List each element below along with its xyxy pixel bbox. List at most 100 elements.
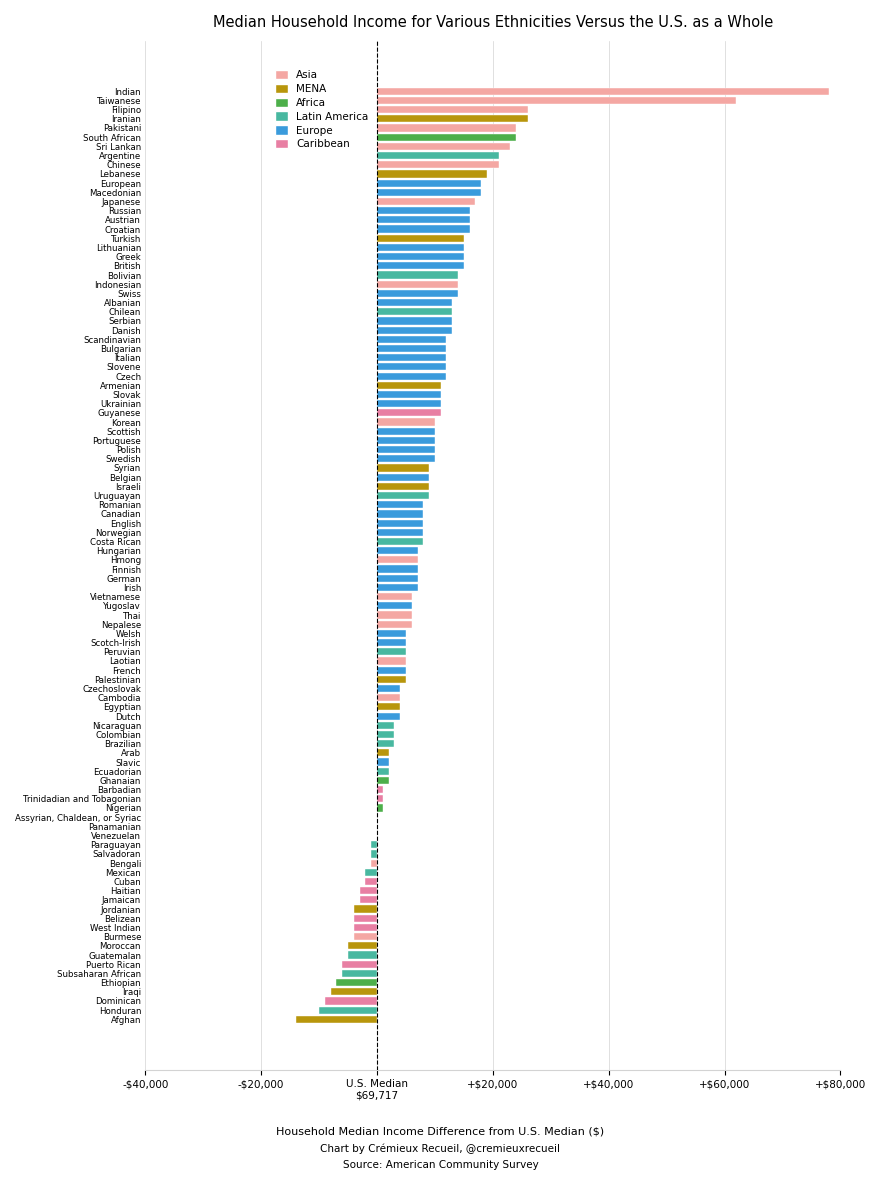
Bar: [377, 382, 440, 389]
Bar: [377, 455, 435, 462]
Bar: [377, 263, 464, 270]
Bar: [377, 593, 411, 600]
Bar: [377, 529, 424, 536]
Bar: [377, 115, 528, 122]
Bar: [377, 133, 516, 140]
Bar: [377, 226, 470, 233]
Bar: [377, 281, 458, 288]
Bar: [377, 703, 400, 710]
Bar: [377, 271, 458, 278]
Bar: [377, 658, 406, 665]
Bar: [354, 914, 377, 922]
Bar: [296, 1015, 377, 1022]
Text: Household Median Income Difference from U.S. Median ($): Household Median Income Difference from …: [277, 1126, 604, 1136]
Bar: [319, 1007, 377, 1014]
Bar: [371, 859, 377, 866]
Bar: [377, 796, 382, 803]
Bar: [337, 979, 377, 986]
Bar: [377, 180, 481, 187]
Bar: [377, 768, 389, 775]
Bar: [377, 364, 447, 371]
Bar: [377, 520, 424, 527]
Bar: [377, 419, 435, 426]
Bar: [377, 427, 435, 434]
Bar: [377, 612, 411, 618]
Bar: [377, 740, 395, 748]
Bar: [377, 776, 389, 784]
Bar: [377, 125, 516, 132]
Bar: [377, 575, 418, 582]
Bar: [377, 474, 429, 481]
Bar: [359, 896, 377, 904]
Bar: [377, 731, 395, 738]
Bar: [377, 538, 424, 545]
Bar: [377, 437, 435, 444]
Legend: Asia, MENA, Africa, Latin America, Europe, Caribbean: Asia, MENA, Africa, Latin America, Europ…: [272, 67, 372, 152]
Bar: [377, 666, 406, 673]
Bar: [377, 88, 829, 95]
Bar: [377, 299, 452, 306]
Bar: [377, 161, 499, 168]
Bar: [377, 188, 481, 196]
Bar: [377, 143, 510, 150]
Bar: [377, 482, 429, 490]
Bar: [354, 934, 377, 941]
Bar: [377, 694, 400, 701]
Bar: [325, 997, 377, 1004]
Bar: [377, 713, 400, 720]
Bar: [377, 676, 406, 683]
Bar: [377, 557, 418, 564]
Bar: [377, 620, 411, 628]
Bar: [377, 584, 418, 592]
Bar: [377, 409, 440, 416]
Bar: [371, 851, 377, 858]
Bar: [371, 841, 377, 848]
Bar: [377, 244, 464, 251]
Bar: [377, 786, 382, 793]
Bar: [377, 464, 429, 472]
Bar: [377, 253, 464, 260]
Bar: [377, 106, 528, 113]
Title: Median Household Income for Various Ethnicities Versus the U.S. as a Whole: Median Household Income for Various Ethn…: [212, 14, 773, 30]
Bar: [377, 400, 440, 407]
Bar: [330, 988, 377, 995]
Bar: [377, 502, 424, 509]
Bar: [377, 721, 395, 728]
Bar: [377, 758, 389, 766]
Bar: [377, 97, 737, 104]
Bar: [377, 446, 435, 454]
Bar: [377, 326, 452, 334]
Bar: [342, 961, 377, 967]
Bar: [354, 906, 377, 913]
Bar: [377, 372, 447, 379]
Bar: [359, 887, 377, 894]
Text: Source: American Community Survey: Source: American Community Survey: [343, 1159, 538, 1170]
Text: Chart by Crémieux Recueil, @cremieuxrecueil: Chart by Crémieux Recueil, @cremieuxrecu…: [321, 1144, 560, 1154]
Bar: [377, 565, 418, 572]
Bar: [377, 630, 406, 637]
Bar: [377, 510, 424, 517]
Bar: [377, 648, 406, 655]
Bar: [348, 952, 377, 959]
Bar: [377, 336, 447, 343]
Bar: [377, 317, 452, 324]
Bar: [366, 869, 377, 876]
Bar: [377, 235, 464, 242]
Bar: [377, 685, 400, 692]
Bar: [377, 198, 476, 205]
Bar: [377, 208, 470, 215]
Bar: [348, 942, 377, 949]
Bar: [377, 638, 406, 646]
Bar: [377, 749, 389, 756]
Bar: [377, 354, 447, 361]
Bar: [354, 924, 377, 931]
Bar: [377, 391, 440, 398]
Bar: [377, 804, 382, 811]
Bar: [377, 547, 418, 554]
Bar: [377, 344, 447, 352]
Bar: [377, 492, 429, 499]
Bar: [377, 602, 411, 610]
Bar: [377, 290, 458, 296]
Bar: [342, 970, 377, 977]
Bar: [366, 878, 377, 886]
